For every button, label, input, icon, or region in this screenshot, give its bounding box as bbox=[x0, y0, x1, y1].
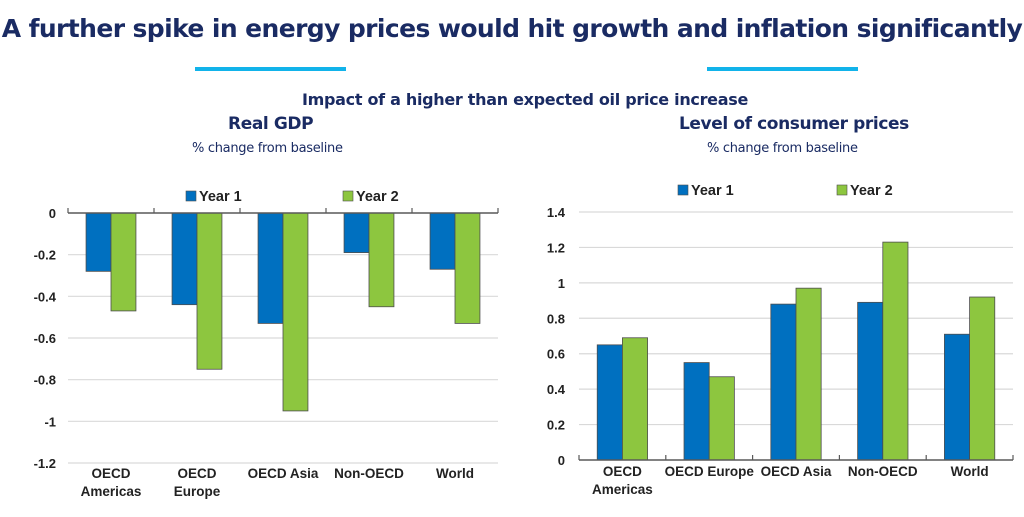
y-tick-label: -1 bbox=[44, 414, 56, 429]
legend-label-year2: Year 2 bbox=[356, 189, 399, 205]
y-tick-label: -0.6 bbox=[34, 331, 56, 346]
x-category-label: Non-OECD bbox=[334, 466, 404, 481]
y-tick-label: 0.2 bbox=[547, 418, 565, 433]
y-tick-label: 1 bbox=[558, 276, 565, 291]
y-tick-label: -1.2 bbox=[34, 456, 56, 471]
bar-year1 bbox=[944, 333, 971, 461]
bar-year1 bbox=[343, 212, 370, 253]
x-category-label: World bbox=[951, 464, 989, 479]
bar-year2 bbox=[282, 212, 309, 412]
bar-year2 bbox=[969, 296, 996, 461]
legend-label-year1: Year 1 bbox=[199, 189, 242, 205]
x-category-label: OECD Europe bbox=[665, 464, 755, 479]
legend-label-year1: Year 1 bbox=[691, 183, 734, 199]
x-category-label: Europe bbox=[174, 484, 221, 499]
legend-label-year2: Year 2 bbox=[850, 183, 893, 199]
bar-year2 bbox=[708, 376, 735, 461]
y-tick-label: 0 bbox=[558, 453, 565, 468]
bar-year1 bbox=[857, 301, 884, 461]
bar-year2 bbox=[110, 212, 137, 312]
bar-year1 bbox=[429, 212, 456, 270]
y-tick-label: 1.4 bbox=[547, 205, 566, 220]
cpi-chart-title: Level of consumer prices bbox=[679, 114, 909, 134]
bar-year2 bbox=[196, 212, 223, 370]
y-tick-label: -0.2 bbox=[34, 248, 56, 263]
bar-year1 bbox=[683, 362, 710, 461]
x-category-label: World bbox=[436, 466, 474, 481]
bar-year2 bbox=[368, 212, 395, 308]
x-category-label: OECD bbox=[603, 464, 642, 479]
x-category-label: OECD bbox=[91, 466, 130, 481]
bar-year2 bbox=[795, 287, 822, 461]
cpi-chart: 0 0.2 0.4 0.6 0.8 1 1.2 1.4 OECD Americas OECD Eur… bbox=[547, 183, 1014, 497]
accent-bar-left bbox=[195, 67, 346, 71]
y-tick-label: 0 bbox=[49, 206, 56, 221]
legend-swatch-year1 bbox=[677, 184, 689, 196]
bar-year1 bbox=[171, 212, 198, 306]
bar-year2 bbox=[454, 212, 481, 324]
bar-year1 bbox=[770, 303, 797, 461]
gdp-chart-title: Real GDP bbox=[228, 114, 314, 134]
accent-bar-right bbox=[707, 67, 858, 71]
x-category-label: Americas bbox=[592, 482, 653, 497]
x-category-label: OECD bbox=[177, 466, 216, 481]
legend-swatch-year1 bbox=[185, 190, 197, 202]
bar-year1 bbox=[85, 212, 112, 272]
y-tick-label: 0.8 bbox=[547, 311, 565, 326]
legend-swatch-year2 bbox=[342, 190, 354, 202]
x-category-label: OECD Asia bbox=[248, 466, 319, 481]
y-tick-label: 0.4 bbox=[547, 382, 566, 397]
gdp-chart-unit: % change from baseline bbox=[192, 141, 343, 156]
x-category-label: Non-OECD bbox=[848, 464, 918, 479]
y-tick-label: -0.8 bbox=[34, 373, 56, 388]
figure-subtitle: Impact of a higher than expected oil pri… bbox=[301, 90, 749, 109]
x-category-label: OECD Asia bbox=[761, 464, 832, 479]
y-tick-label: -0.4 bbox=[34, 289, 57, 304]
y-tick-label: 1.2 bbox=[547, 240, 565, 255]
bar-year2 bbox=[882, 241, 909, 461]
bar-year1 bbox=[596, 344, 623, 461]
bar-year1 bbox=[257, 212, 284, 324]
page-title: A further spike in energy prices would h… bbox=[1, 14, 1023, 43]
legend-swatch-year2 bbox=[836, 184, 848, 196]
cpi-chart-unit: % change from baseline bbox=[707, 141, 858, 156]
x-category-label: Americas bbox=[81, 484, 142, 499]
y-tick-label: 0.6 bbox=[547, 347, 565, 362]
bar-year2 bbox=[622, 337, 648, 461]
gdp-chart: 0 -0.2 -0.4 -0.6 -0.8 -1 -1.2 OECD Americas OECD E… bbox=[34, 189, 499, 499]
